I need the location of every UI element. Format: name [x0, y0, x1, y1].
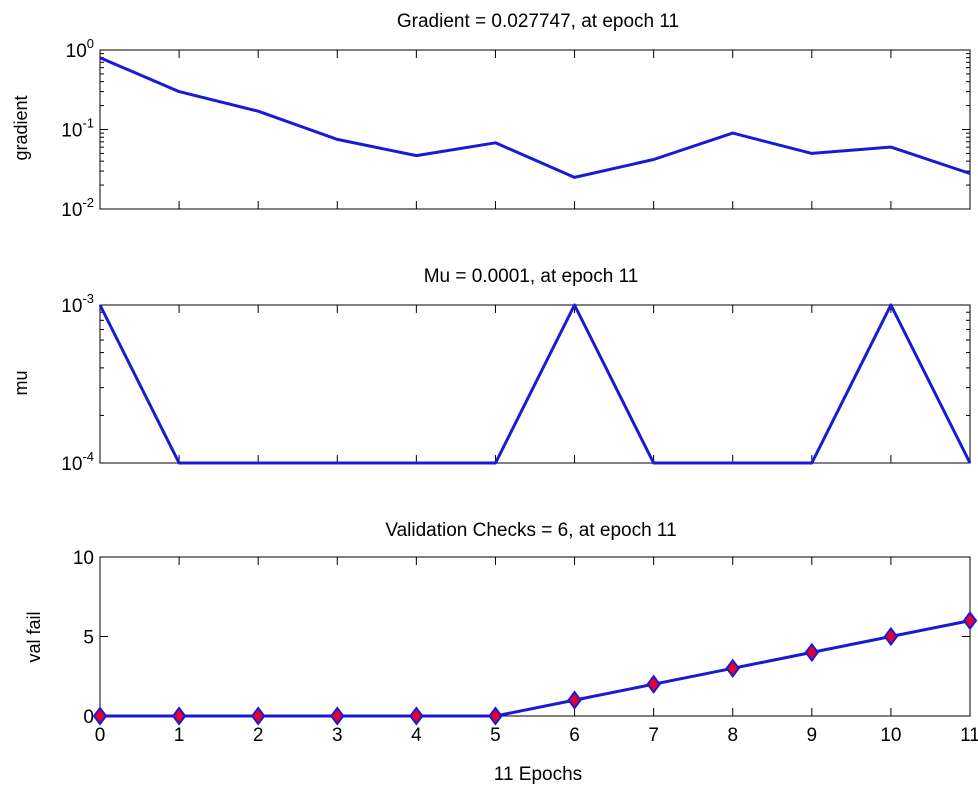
- mu-panel: Mu = 0.0001, at epoch 11 mu 10-3 10-4: [11, 266, 972, 475]
- mu-title: Mu = 0.0001, at epoch 11: [424, 266, 639, 287]
- valfail-ytick-label: 0: [83, 707, 94, 728]
- valfail-xtick-label: 11: [960, 725, 978, 746]
- gradient-line: [99, 56, 971, 179]
- valfail-point: [646, 674, 661, 694]
- valfail-ytick-label: 10: [73, 548, 94, 569]
- gradient-ylabel: gradient: [11, 95, 31, 160]
- mu-ytick-label: 10-4: [61, 449, 94, 475]
- mu-line: [98, 303, 972, 465]
- valfail-title: Validation Checks = 6, at epoch 11: [385, 520, 676, 541]
- valfail-point: [725, 658, 740, 678]
- valfail-line: [100, 619, 971, 718]
- valfail-point: [250, 706, 266, 726]
- valfail-xtick-label: 9: [807, 725, 818, 746]
- mu-ytick-label: 10-3: [61, 291, 94, 317]
- gradient-ticks: [99, 50, 971, 210]
- valfail-xtick-label: 5: [490, 725, 501, 746]
- gradient-title: Gradient = 0.027747, at epoch 11: [397, 11, 679, 32]
- valfail-xtick-label: 3: [332, 725, 343, 746]
- gradient-ytick-label: 100: [66, 36, 94, 62]
- valfail-xtick-label: 8: [727, 725, 738, 746]
- valfail-point: [92, 706, 108, 726]
- valfail-point: [804, 642, 820, 663]
- valfail-point: [488, 706, 503, 726]
- valfail-point: [330, 706, 345, 726]
- valfail-ytick-label: 5: [83, 628, 94, 649]
- valfail-xtick-label: 4: [411, 725, 422, 746]
- valfail-panel: Validation Checks = 6, at epoch 11 val f…: [24, 520, 978, 785]
- valfail-axes-frame: [99, 556, 971, 717]
- valfail-point: [962, 610, 978, 631]
- valfail-point: [409, 706, 424, 726]
- valfail-point: [883, 626, 899, 647]
- mu-ylabel: mu: [11, 370, 31, 395]
- valfail-point: [171, 706, 187, 726]
- gradient-ytick-label: 10-1: [61, 116, 94, 142]
- valfail-point: [567, 690, 582, 710]
- valfail-xtick-label: 7: [648, 725, 659, 746]
- valfail-xlabel: 11 Epochs: [494, 764, 582, 785]
- valfail-ylabel: val fail: [24, 611, 44, 662]
- gradient-axes-frame: [99, 49, 971, 210]
- valfail-xtick-label: 6: [569, 725, 580, 746]
- valfail-xtick-label: 0: [95, 725, 106, 746]
- valfail-xtick-label: 1: [174, 725, 185, 746]
- gradient-panel: Gradient = 0.027747, at epoch 11 gradien…: [11, 11, 971, 221]
- valfail-xtick-label: 10: [880, 725, 901, 746]
- gradient-ytick-label: 10-2: [61, 195, 94, 221]
- valfail-xtick-label: 2: [253, 725, 264, 746]
